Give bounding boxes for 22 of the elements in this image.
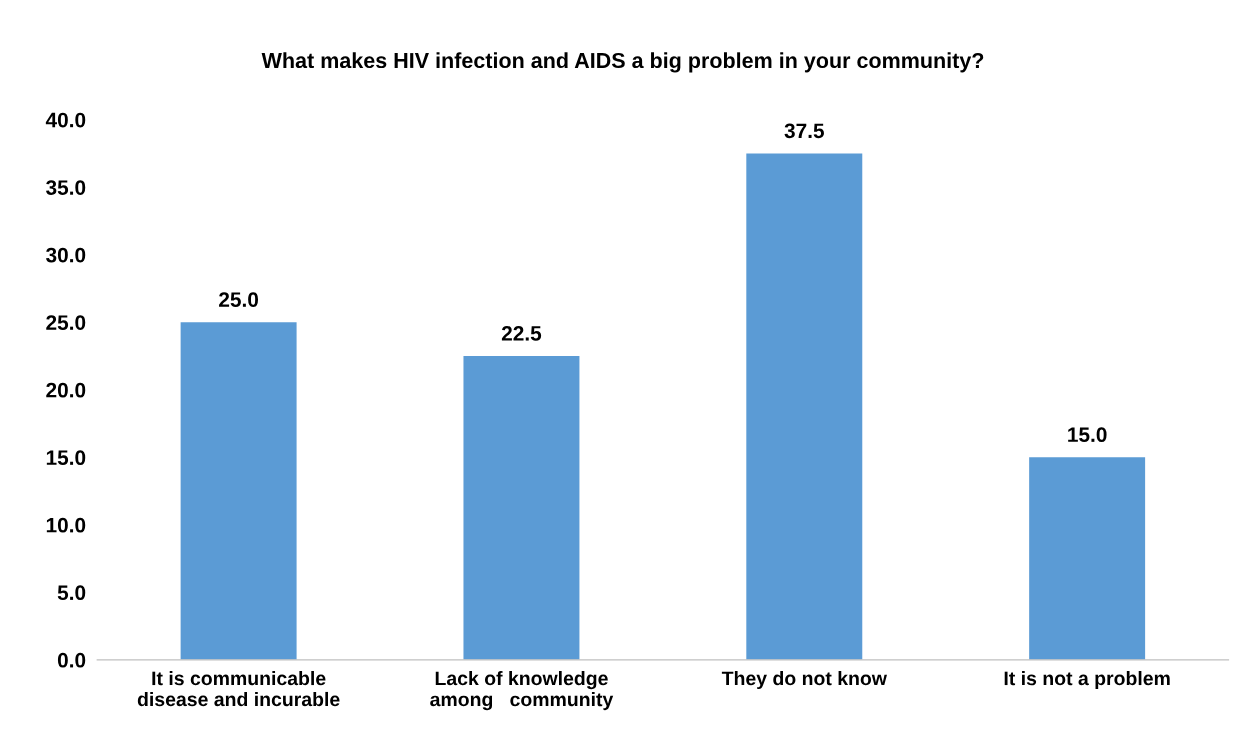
data-label: 25.0	[219, 292, 259, 307]
x-tick-label: It is not a problem	[1004, 670, 1170, 690]
chart-title: What makes HIV infection and AIDS a big problem in your community?	[261, 52, 984, 73]
y-tick-label: 5.0	[57, 585, 86, 601]
y-tick-label: 25.0	[46, 315, 86, 330]
data-label: 15.0	[1068, 427, 1107, 443]
x-tick-label: It is communicable disease and incurable	[137, 670, 340, 707]
bar	[463, 355, 580, 660]
y-tick-label: 15.0	[46, 450, 86, 466]
y-tick-label: 20.0	[46, 382, 86, 398]
bar	[746, 153, 863, 660]
data-label: 37.5	[784, 123, 824, 139]
y-tick-label: 30.0	[46, 247, 86, 263]
bar	[1029, 457, 1146, 660]
x-tick-label: Lack of knowledge among community	[430, 670, 614, 711]
y-tick-label: 35.0	[46, 180, 86, 195]
x-tick-label: They do not know	[721, 670, 887, 690]
y-tick-label: 10.0	[46, 517, 86, 533]
y-tick-label: 0.0	[57, 652, 86, 668]
data-label: 22.5	[501, 326, 542, 341]
y-tick-label: 40.0	[45, 112, 86, 128]
bar	[180, 322, 297, 660]
